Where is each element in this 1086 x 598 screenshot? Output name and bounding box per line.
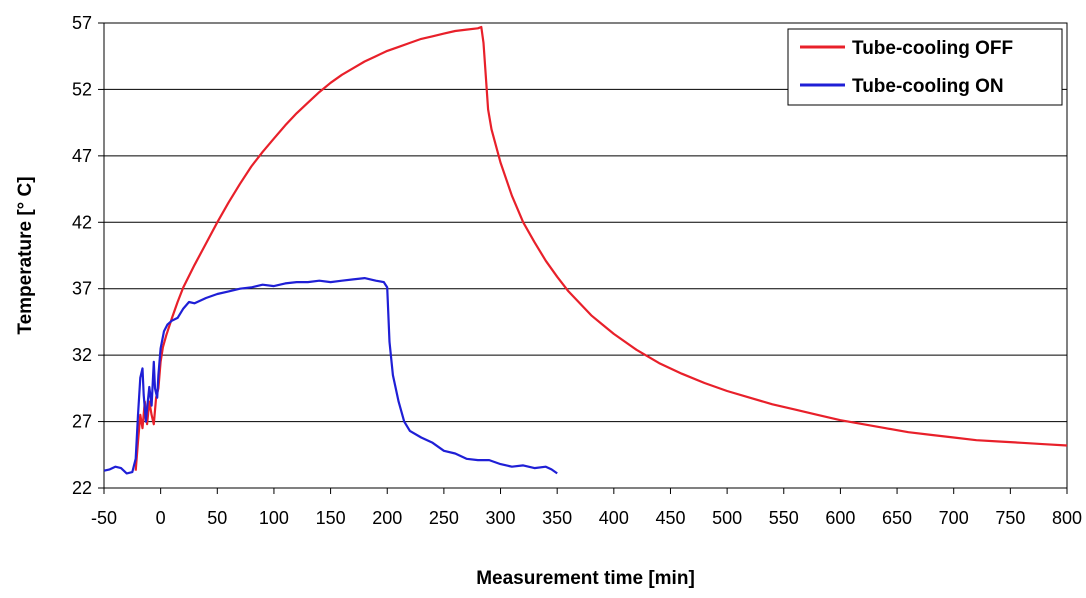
plot-area-border: [103, 22, 1068, 489]
y-tick-label: 37: [72, 279, 92, 299]
legend-label-off: Tube-cooling OFF: [852, 38, 1013, 59]
series-lines: [103, 25, 1068, 475]
axes: [98, 22, 1068, 494]
x-tick-label: 200: [372, 508, 402, 528]
x-axis-title: Measurement time [min]: [476, 568, 695, 589]
x-tick-label: 350: [542, 508, 572, 528]
x-tick-label: 50: [207, 508, 227, 528]
x-tick-label: -50: [91, 508, 117, 528]
y-tick-label: 42: [72, 212, 92, 232]
y-tick-label: 32: [72, 345, 92, 365]
x-tick-label: 750: [995, 508, 1025, 528]
x-tick-label: 700: [939, 508, 969, 528]
y-tick-label: 52: [72, 79, 92, 99]
y-tick-label: 22: [72, 478, 92, 498]
legend: Tube-cooling OFF Tube-cooling ON: [787, 28, 1063, 106]
legend-label-on: Tube-cooling ON: [852, 76, 1004, 97]
y-tick-label: 27: [72, 412, 92, 432]
series-line-tube-cooling-on: [103, 277, 558, 475]
x-tick-label: 800: [1052, 508, 1082, 528]
x-tick-label: 400: [599, 508, 629, 528]
x-tick-label: 250: [429, 508, 459, 528]
x-tick-label: 550: [769, 508, 799, 528]
x-tick-label: 150: [316, 508, 346, 528]
x-tick-label: 600: [825, 508, 855, 528]
x-tick-label: 650: [882, 508, 912, 528]
x-tick-label: 500: [712, 508, 742, 528]
y-tick-label: 57: [72, 13, 92, 33]
y-tick-label: 47: [72, 146, 92, 166]
grid-lines: [104, 88, 1067, 423]
x-tick-label: 100: [259, 508, 289, 528]
x-tick-label: 300: [486, 508, 516, 528]
y-axis-title: Temperature [° C]: [15, 176, 36, 334]
x-tick-label: 450: [655, 508, 685, 528]
legend-box: [787, 28, 1063, 106]
series-line-tube-cooling-off: [134, 25, 1068, 471]
tick-labels: 22 27 32 37 42 47 52 57 -50 0 50 100 150 200 250 300 350…: [72, 13, 1082, 528]
x-tick-label: 0: [156, 508, 166, 528]
